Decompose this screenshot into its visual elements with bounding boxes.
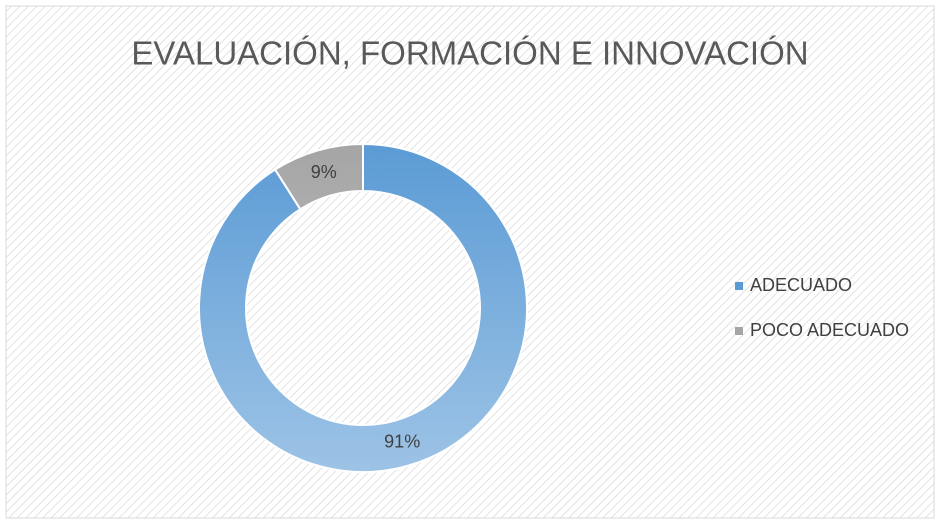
data-label: 91% [384,432,420,452]
legend-label: POCO ADECUADO [750,320,909,340]
donut-segment [273,142,364,211]
chart-title: EVALUACIÓN, FORMACIÓN E INNOVACIÓN [131,35,808,72]
data-label: 9% [311,162,337,182]
donut-segment [198,142,528,473]
legend-label: ADECUADO [750,275,852,295]
legend-swatch [735,327,743,335]
legend-swatch [735,282,743,290]
